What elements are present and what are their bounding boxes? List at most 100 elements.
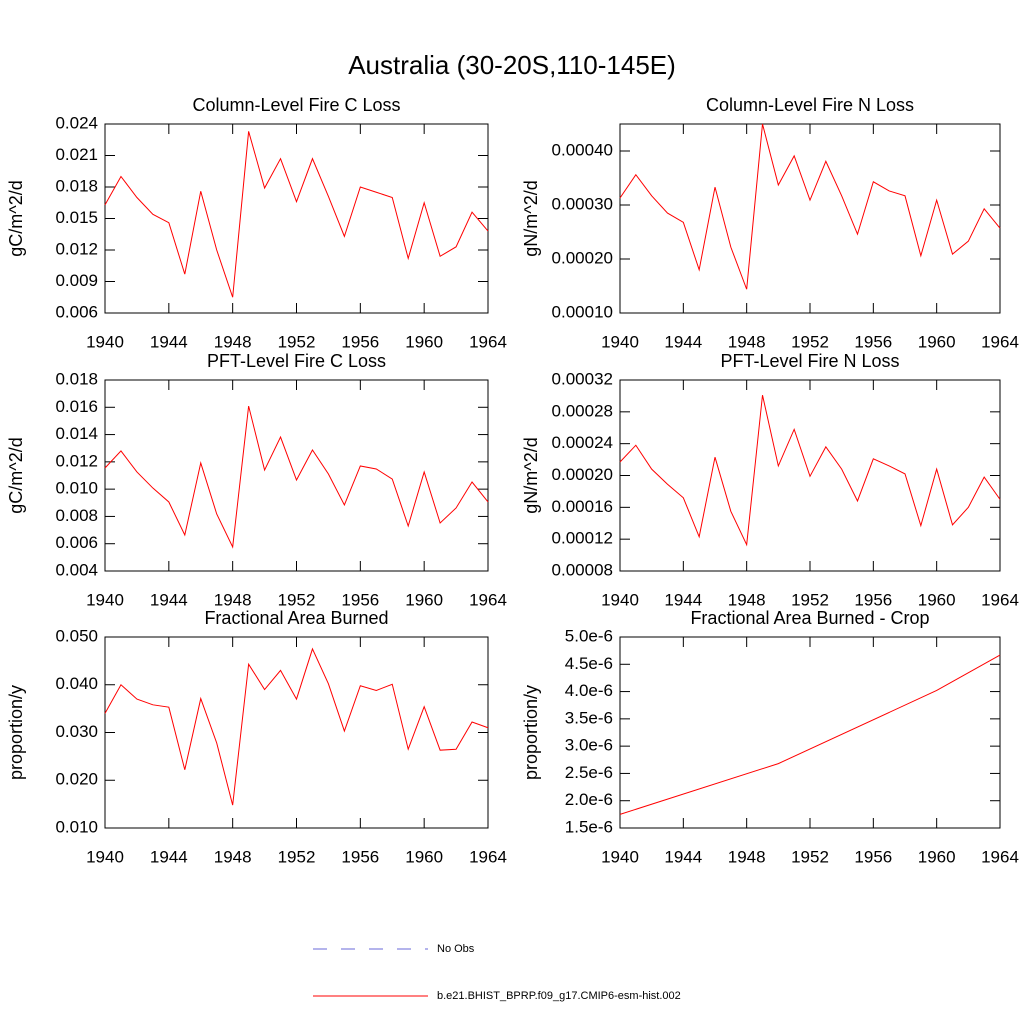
plot-frame [104,379,489,572]
y-tick-label: 0.012 [55,451,98,470]
y-tick-label: 2.0e-6 [565,790,613,809]
x-tick-label: 1956 [341,332,379,351]
data-line [104,405,489,549]
y-tick-label: 0.00016 [552,497,613,516]
x-tick-label: 1964 [469,590,507,609]
y-tick-label: 0.015 [55,208,98,227]
x-tick-label: 1944 [664,590,702,609]
x-tick-label: 1960 [918,590,956,609]
y-tick-label: 0.050 [55,626,98,645]
x-tick-label: 1956 [854,590,892,609]
y-tick-label: 0.016 [55,397,98,416]
y-axis-label: proportion/y [521,685,541,780]
y-tick-label: 0.024 [55,113,98,132]
x-tick-label: 1944 [150,590,188,609]
y-tick-label: 0.010 [55,479,98,498]
y-tick-label: 2.5e-6 [565,763,613,782]
x-tick-label: 1956 [341,590,379,609]
y-tick-label: 0.020 [55,770,98,789]
y-tick-label: 0.012 [55,239,98,258]
x-tick-label: 1948 [728,847,766,866]
panel-title: Fractional Area Burned [204,608,388,628]
y-tick-label: 0.008 [55,506,98,525]
panel-title: PFT-Level Fire C Loss [207,351,386,371]
y-tick-label: 0.018 [55,369,98,388]
y-tick-label: 0.040 [55,674,98,693]
x-tick-label: 1964 [981,332,1019,351]
panel-title: Column-Level Fire N Loss [706,95,914,115]
x-tick-label: 1956 [854,847,892,866]
x-tick-label: 1952 [278,847,316,866]
x-tick-label: 1964 [981,590,1019,609]
x-tick-label: 1944 [664,847,702,866]
data-line [619,123,1001,290]
x-tick-label: 1960 [918,847,956,866]
panel-title: Column-Level Fire C Loss [192,95,400,115]
y-tick-label: 0.00024 [552,433,613,452]
x-tick-label: 1952 [791,332,829,351]
y-tick-label: 3.0e-6 [565,736,613,755]
data-line [619,654,1001,815]
y-tick-label: 0.014 [55,424,98,443]
x-tick-label: 1960 [405,847,443,866]
y-axis-label: gN/m^2/d [521,437,541,513]
plot-frame [619,636,1001,829]
y-tick-label: 5.0e-6 [565,626,613,645]
y-tick-label: 0.00040 [552,140,613,159]
x-tick-label: 1940 [86,847,124,866]
y-tick-label: 0.00012 [552,529,613,548]
x-tick-label: 1956 [854,332,892,351]
y-tick-label: 0.021 [55,145,98,164]
x-tick-label: 1952 [791,847,829,866]
x-tick-label: 1964 [981,847,1019,866]
x-tick-label: 1944 [150,332,188,351]
x-tick-label: 1948 [728,590,766,609]
plot-frame [104,123,489,314]
y-tick-label: 0.009 [55,271,98,290]
x-tick-label: 1960 [405,590,443,609]
y-axis-label: gC/m^2/d [6,437,26,513]
x-tick-label: 1952 [278,590,316,609]
x-tick-label: 1948 [214,590,252,609]
y-tick-label: 0.030 [55,722,98,741]
data-line [619,395,1001,547]
data-line [104,131,489,298]
data-line [104,647,489,806]
x-tick-label: 1940 [86,332,124,351]
x-tick-label: 1960 [405,332,443,351]
panel-title: Fractional Area Burned - Crop [690,608,929,628]
y-tick-label: 1.5e-6 [565,817,613,836]
x-tick-label: 1948 [214,332,252,351]
y-tick-label: 0.00020 [552,248,613,267]
y-axis-label: gC/m^2/d [6,180,26,256]
x-tick-label: 1952 [278,332,316,351]
x-tick-label: 1948 [214,847,252,866]
x-tick-label: 1964 [469,332,507,351]
x-tick-label: 1952 [791,590,829,609]
y-axis-label: gN/m^2/d [521,180,541,256]
legend-label: b.e21.BHIST_BPRP.f09_g17.CMIP6-esm-hist.… [437,990,681,1002]
panel-title: PFT-Level Fire N Loss [720,351,899,371]
x-tick-label: 1944 [664,332,702,351]
y-tick-label: 0.010 [55,817,98,836]
y-tick-label: 0.00010 [552,302,613,321]
y-tick-label: 0.00008 [552,560,613,579]
y-tick-label: 0.006 [55,302,98,321]
y-tick-label: 4.5e-6 [565,654,613,673]
y-tick-label: 4.0e-6 [565,681,613,700]
x-tick-label: 1940 [601,590,639,609]
x-tick-label: 1940 [601,332,639,351]
y-tick-label: 3.5e-6 [565,708,613,727]
y-tick-label: 0.006 [55,533,98,552]
figure-title: Australia (30-20S,110-145E) [348,50,676,80]
y-tick-label: 0.004 [55,560,98,579]
y-tick-label: 0.00020 [552,465,613,484]
x-tick-label: 1948 [728,332,766,351]
x-tick-label: 1944 [150,847,188,866]
legend-label: No Obs [437,943,475,955]
y-tick-label: 0.00028 [552,401,613,420]
x-tick-label: 1960 [918,332,956,351]
x-tick-label: 1940 [86,590,124,609]
